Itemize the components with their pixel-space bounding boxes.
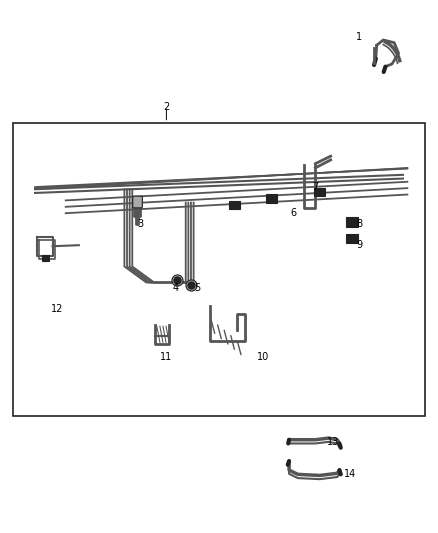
Bar — [229, 201, 240, 209]
Text: 2: 2 — [163, 102, 170, 111]
Bar — [13, 123, 425, 416]
Text: 14: 14 — [344, 470, 357, 479]
Text: 12: 12 — [51, 304, 63, 314]
Text: 8: 8 — [356, 219, 362, 229]
Text: 9: 9 — [356, 240, 362, 250]
Bar — [42, 255, 49, 261]
Bar — [346, 234, 358, 243]
Text: 1: 1 — [356, 33, 362, 42]
Text: 7: 7 — [312, 182, 318, 191]
Text: 4: 4 — [172, 283, 178, 293]
Text: 3: 3 — [137, 219, 143, 229]
Bar — [266, 194, 277, 203]
FancyBboxPatch shape — [133, 196, 142, 208]
Text: 13: 13 — [327, 438, 339, 447]
Text: 5: 5 — [194, 283, 200, 293]
Bar — [314, 188, 325, 196]
Text: 6: 6 — [290, 208, 297, 218]
Text: 10: 10 — [257, 352, 269, 362]
Bar — [346, 217, 358, 227]
Text: 11: 11 — [160, 352, 173, 362]
